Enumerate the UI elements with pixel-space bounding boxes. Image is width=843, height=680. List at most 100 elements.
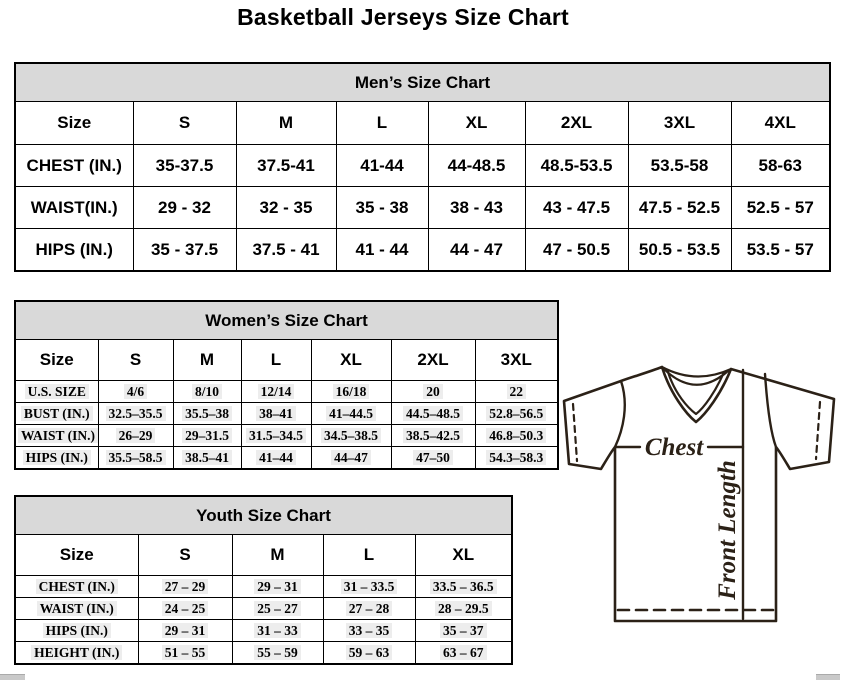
row-label-text: HIPS (IN.) bbox=[22, 449, 91, 465]
row-label-cell: CHEST (IN.) bbox=[14, 575, 139, 598]
value-text: 44.5–48.5 bbox=[403, 405, 463, 421]
value-cell: 35 - 38 bbox=[335, 186, 429, 229]
value-text: 38.5–41 bbox=[182, 449, 232, 465]
row-label-text: HIPS (IN.) bbox=[42, 622, 111, 638]
value-cell: 28 – 29.5 bbox=[414, 597, 513, 620]
value-cell: 35-37.5 bbox=[132, 144, 237, 187]
value-cell: 50.5 - 53.5 bbox=[627, 228, 732, 272]
value-cell: 20 bbox=[390, 380, 476, 403]
value-cell: 26–29 bbox=[97, 424, 174, 447]
value-cell: 38 - 43 bbox=[427, 186, 526, 229]
value-cell: 44-48.5 bbox=[427, 144, 526, 187]
value-cell: 32 - 35 bbox=[235, 186, 337, 229]
column-header-cell: M bbox=[235, 101, 337, 145]
jersey-outline bbox=[562, 365, 836, 623]
value-cell: 33 – 35 bbox=[322, 619, 416, 642]
value-text: 28 – 29.5 bbox=[434, 600, 492, 616]
column-header-row: Size S M L XL 2XL 3XL 4XL bbox=[14, 101, 831, 145]
column-header-cell: S bbox=[132, 101, 237, 145]
cuff-dashed-line-left bbox=[571, 402, 579, 463]
value-cell: 33.5 – 36.5 bbox=[414, 575, 513, 598]
value-cell: 41-44 bbox=[335, 144, 429, 187]
row-label-text: U.S. SIZE bbox=[24, 383, 89, 399]
front-length-label: Front Length bbox=[714, 460, 741, 601]
page-title: Basketball Jerseys Size Chart bbox=[237, 4, 569, 30]
value-cell: 37.5 - 41 bbox=[235, 228, 337, 272]
value-cell: 29 - 32 bbox=[132, 186, 237, 229]
value-cell: 12/14 bbox=[240, 380, 312, 403]
value-cell: 63 – 67 bbox=[414, 641, 513, 665]
value-text: 31 – 33.5 bbox=[340, 578, 398, 594]
value-cell: 31.5–34.5 bbox=[240, 424, 312, 447]
sleeve-seam-left bbox=[613, 379, 626, 449]
column-header-cell: L bbox=[322, 534, 416, 576]
value-cell: 54.3–58.3 bbox=[474, 446, 559, 470]
value-cell: 43 - 47.5 bbox=[524, 186, 629, 229]
value-cell: 29 – 31 bbox=[137, 619, 233, 642]
column-header-cell: L bbox=[240, 339, 312, 381]
row-label-cell: CHEST (IN.) bbox=[14, 144, 134, 187]
column-header-cell: Size bbox=[14, 101, 134, 145]
value-cell: 29–31.5 bbox=[172, 424, 242, 447]
horizontal-scrollbar-fragment-right[interactable] bbox=[816, 674, 840, 680]
table-row: HEIGHT (IN.) 51 – 55 55 – 59 59 – 63 63 – 67 bbox=[14, 641, 513, 665]
value-text: 22 bbox=[506, 383, 527, 399]
horizontal-scrollbar-fragment-left[interactable] bbox=[0, 674, 25, 680]
table-title: Men’s Size Chart bbox=[14, 62, 831, 102]
table-row: BUST (IN.) 32.5–35.5 35.5–38 38–41 41–44.5 44… bbox=[14, 402, 559, 425]
row-label-text: WAIST (IN.) bbox=[18, 427, 97, 443]
value-text: 59 – 63 bbox=[345, 644, 393, 660]
table-row: WAIST (IN.) 26–29 29–31.5 31.5–34.5 34.5–38.… bbox=[14, 424, 559, 447]
row-label-cell: WAIST(IN.) bbox=[14, 186, 134, 229]
value-cell: 47.5 - 52.5 bbox=[627, 186, 732, 229]
value-cell: 35 - 37.5 bbox=[132, 228, 237, 272]
value-cell: 41 - 44 bbox=[335, 228, 429, 272]
value-text: 16/18 bbox=[332, 383, 370, 399]
value-text: 27 – 29 bbox=[161, 578, 209, 594]
value-cell: 38.5–41 bbox=[172, 446, 242, 470]
value-text: 38.5–42.5 bbox=[403, 427, 463, 443]
value-text: 63 – 67 bbox=[440, 644, 487, 660]
table-row: CHEST (IN.) 35-37.5 37.5-41 41-44 44-48.5 48.… bbox=[14, 144, 831, 187]
column-header-cell: 2XL bbox=[390, 339, 476, 381]
column-header-cell: XL bbox=[427, 101, 526, 145]
row-label-cell: BUST (IN.) bbox=[14, 402, 99, 425]
value-cell: 31 – 33.5 bbox=[322, 575, 416, 598]
column-header-cell: 3XL bbox=[627, 101, 732, 145]
value-text: 8/10 bbox=[191, 383, 222, 399]
row-label-cell: HIPS (IN.) bbox=[14, 619, 139, 642]
value-cell: 38–41 bbox=[240, 402, 312, 425]
value-text: 25 – 27 bbox=[254, 600, 301, 616]
value-text: 35.5–58.5 bbox=[105, 449, 166, 465]
value-text: 12/14 bbox=[257, 383, 295, 399]
row-label-text: WAIST (IN.) bbox=[36, 600, 117, 616]
value-text: 51 – 55 bbox=[161, 644, 209, 660]
row-label-cell: HIPS (IN.) bbox=[14, 446, 99, 470]
value-text: 26–29 bbox=[115, 427, 156, 443]
value-text: 35.5–38 bbox=[182, 405, 232, 421]
value-text: 29–31.5 bbox=[182, 427, 232, 443]
table-row: CHEST (IN.) 27 – 29 29 – 31 31 – 33.5 33.5 –… bbox=[14, 575, 513, 598]
row-label-text: BUST (IN.) bbox=[20, 405, 93, 421]
value-cell: 34.5–38.5 bbox=[310, 424, 392, 447]
value-cell: 29 – 31 bbox=[231, 575, 324, 598]
value-cell: 8/10 bbox=[172, 380, 242, 403]
column-header-cell: XL bbox=[310, 339, 392, 381]
column-header-cell: Size bbox=[14, 534, 139, 576]
jersey-diagram-svg: Chest Front Length bbox=[562, 365, 836, 623]
value-text: 34.5–38.5 bbox=[321, 427, 381, 443]
value-cell: 53.5-58 bbox=[627, 144, 732, 187]
column-header-cell: 4XL bbox=[730, 101, 831, 145]
value-cell: 44–47 bbox=[310, 446, 392, 470]
table-row: HIPS (IN.) 29 – 31 31 – 33 33 – 35 35 – 37 bbox=[14, 619, 513, 642]
value-cell: 44.5–48.5 bbox=[390, 402, 476, 425]
column-header-row: Size S M L XL bbox=[14, 534, 513, 576]
value-cell: 53.5 - 57 bbox=[730, 228, 831, 272]
value-cell: 52.5 - 57 bbox=[730, 186, 831, 229]
value-cell: 51 – 55 bbox=[137, 641, 233, 665]
column-header-cell: M bbox=[231, 534, 324, 576]
collar-v-inner-line bbox=[666, 370, 726, 416]
value-cell: 46.8–50.3 bbox=[474, 424, 559, 447]
row-label-cell: WAIST (IN.) bbox=[14, 424, 99, 447]
